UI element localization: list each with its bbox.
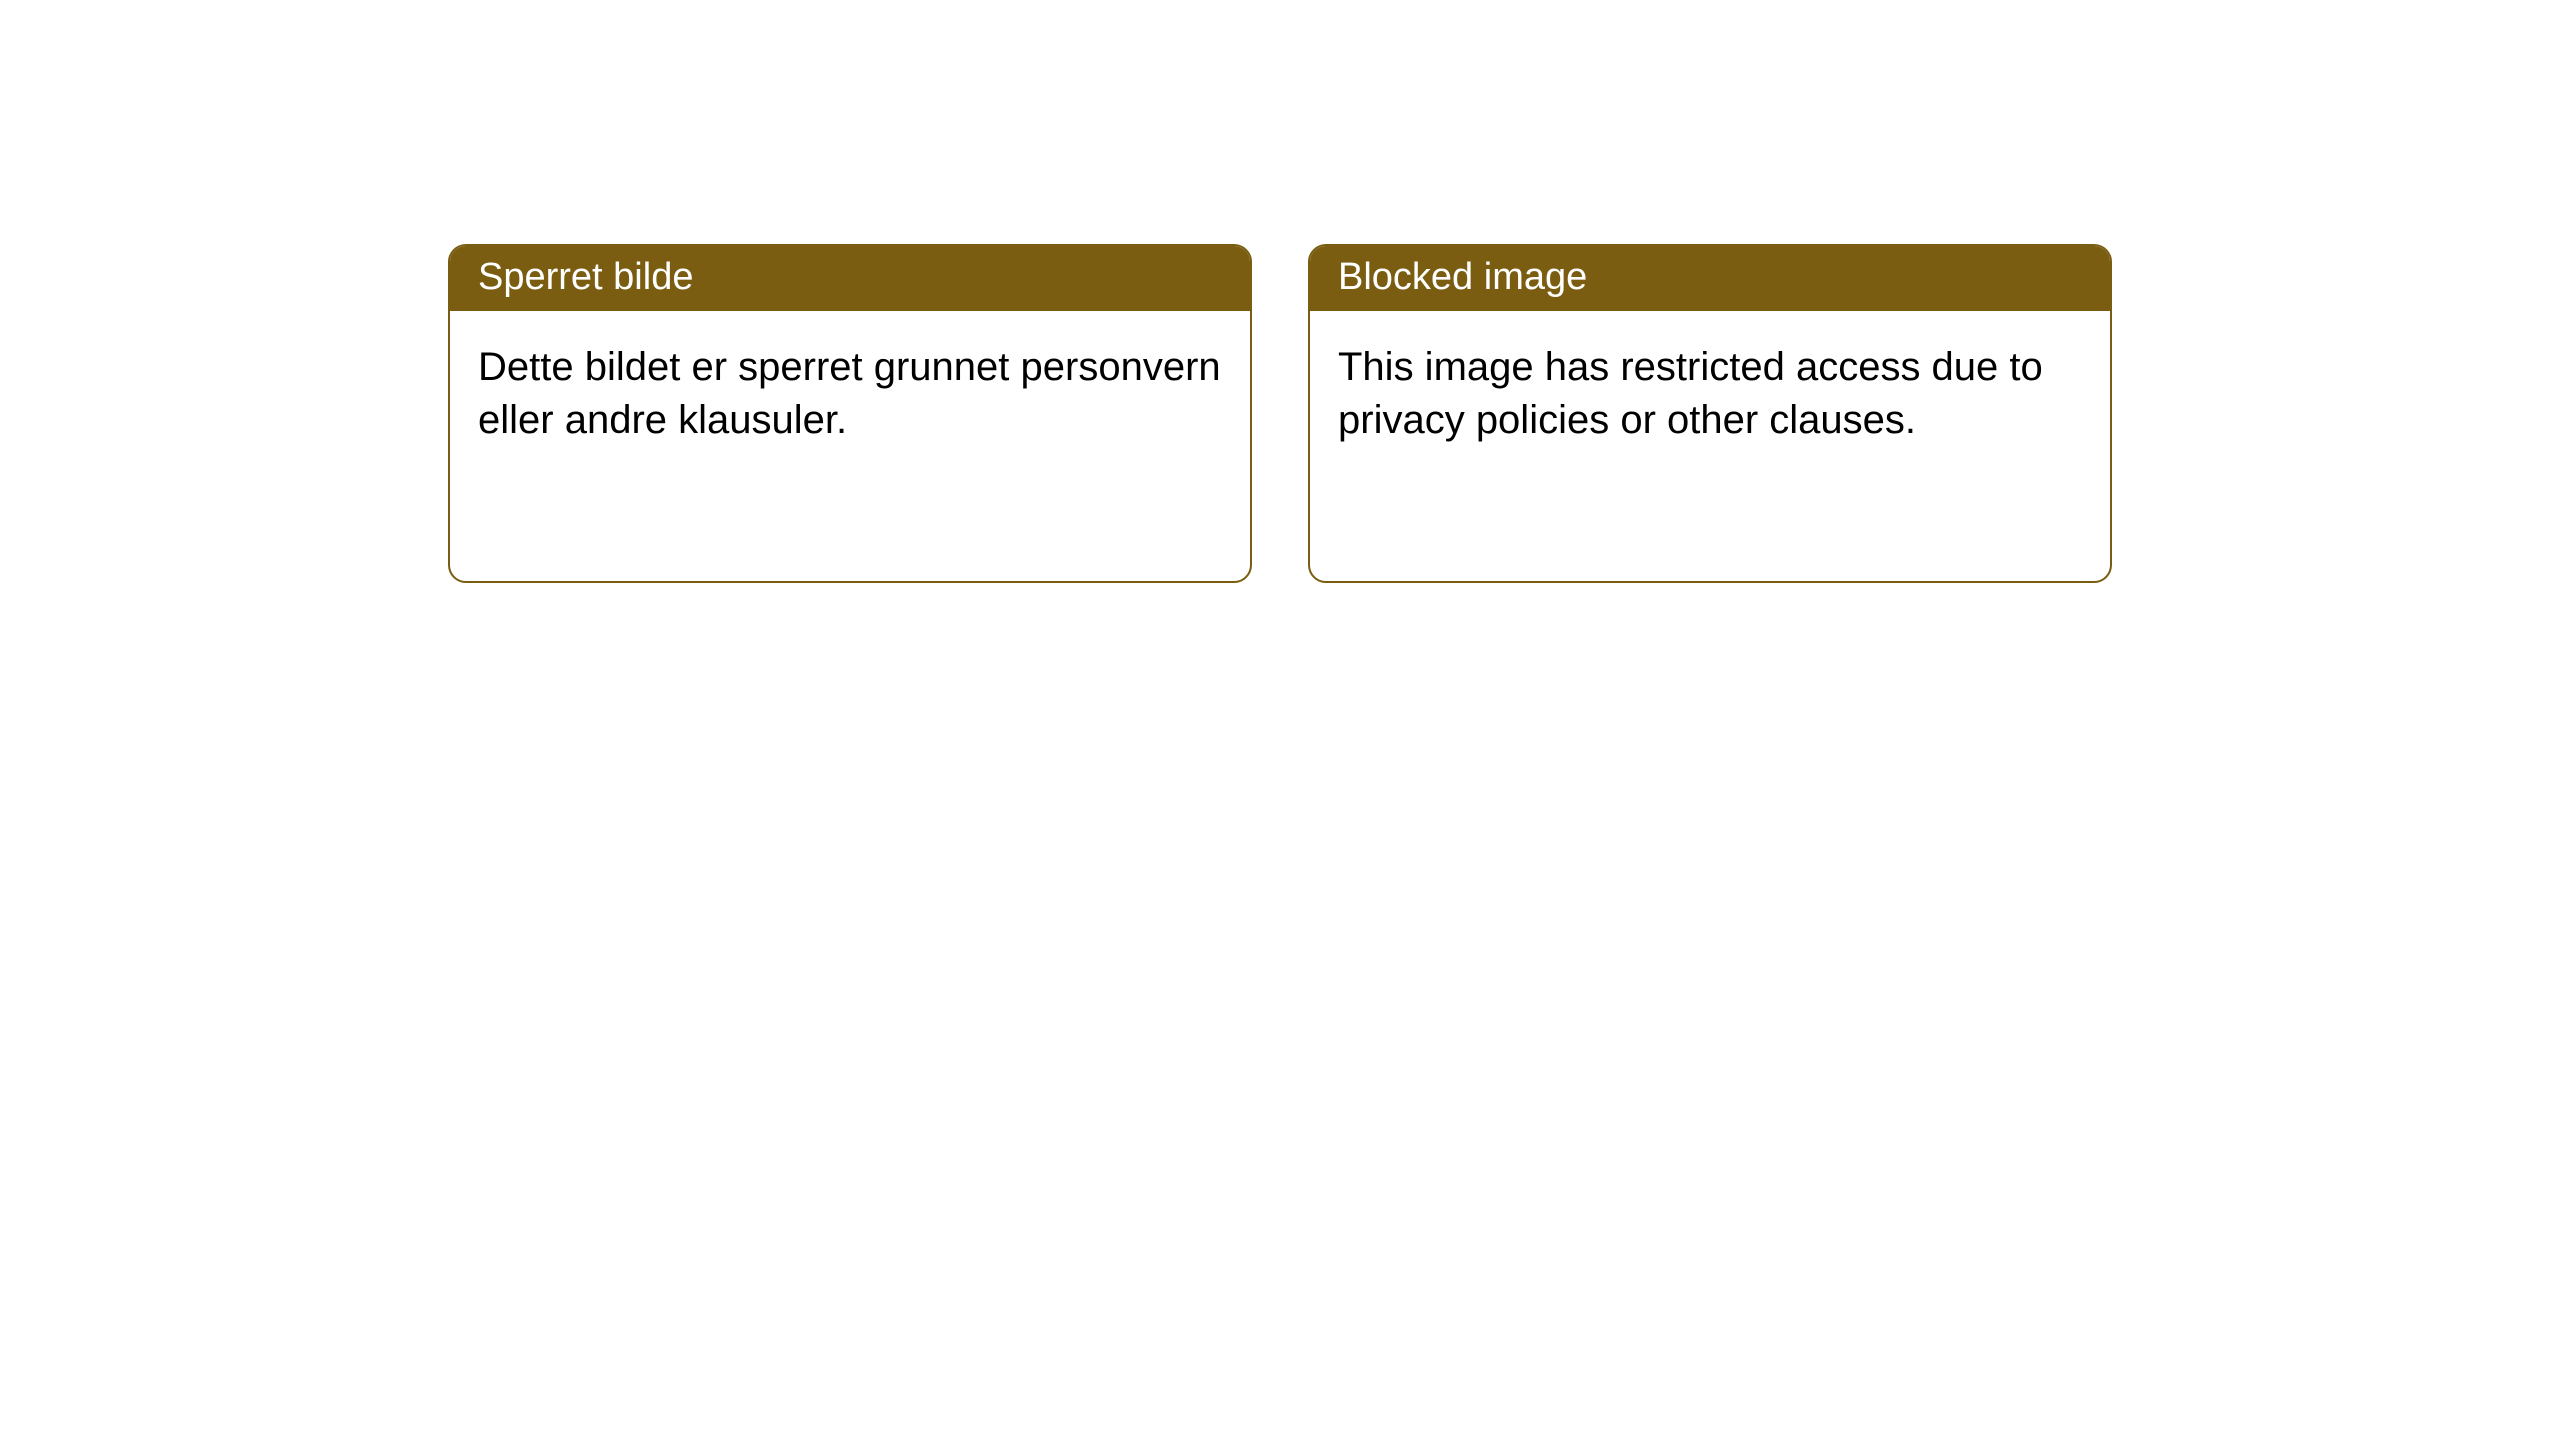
notice-card-norwegian: Sperret bilde Dette bildet er sperret gr… — [448, 244, 1252, 583]
notice-header: Sperret bilde — [450, 246, 1250, 311]
notice-message: Dette bildet er sperret grunnet personve… — [478, 345, 1221, 442]
notice-container: Sperret bilde Dette bildet er sperret gr… — [448, 244, 2112, 583]
notice-header: Blocked image — [1310, 246, 2110, 311]
notice-title: Sperret bilde — [478, 256, 693, 298]
notice-title: Blocked image — [1338, 256, 1587, 298]
notice-message: This image has restricted access due to … — [1338, 345, 2043, 442]
notice-body: This image has restricted access due to … — [1310, 311, 2110, 581]
notice-card-english: Blocked image This image has restricted … — [1308, 244, 2112, 583]
notice-body: Dette bildet er sperret grunnet personve… — [450, 311, 1250, 581]
